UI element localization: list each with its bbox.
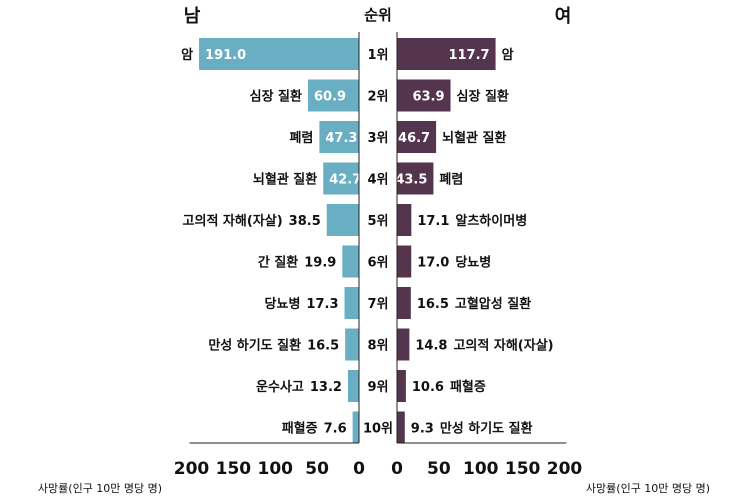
female-value-label: 16.5 xyxy=(417,297,449,312)
male-bar xyxy=(344,287,359,319)
male-bar xyxy=(326,204,359,236)
female-value-label: 14.8 xyxy=(415,339,447,354)
male-category-label: 심장 질환 xyxy=(250,89,302,105)
x-tick-right: 150 xyxy=(505,459,541,479)
female-bar xyxy=(397,38,496,70)
female-bar xyxy=(397,79,451,112)
female-bar xyxy=(397,287,411,319)
male-value-label: 60.9 xyxy=(314,90,346,105)
x-tick-left: 150 xyxy=(216,459,252,479)
male-value-label: 38.5 xyxy=(289,214,321,229)
female-value-label: 9.3 xyxy=(411,422,434,437)
male-value-label: 19.9 xyxy=(304,256,336,271)
male-value-label: 16.5 xyxy=(307,339,339,354)
male-value-label: 47.3 xyxy=(325,131,357,146)
female-bar xyxy=(397,162,434,195)
rank-header: 순위 xyxy=(364,6,392,24)
female-bar xyxy=(397,411,405,444)
female-category-label: 고의적 자해(자살) xyxy=(453,338,553,354)
female-category-label: 심장 질환 xyxy=(457,89,509,105)
male-category-label: 뇌혈관 질환 xyxy=(253,172,317,188)
female-category-label: 알츠하이머병 xyxy=(455,213,527,229)
female-value-label: 17.0 xyxy=(417,256,449,271)
rank-label: 3위 xyxy=(367,131,388,146)
rank-label: 10위 xyxy=(363,422,393,437)
male-bar xyxy=(323,162,359,195)
female-value-label: 46.7 xyxy=(398,131,430,146)
male-bar xyxy=(342,245,359,278)
female-header: 여 xyxy=(555,6,572,27)
male-bar xyxy=(199,38,359,70)
male-bar xyxy=(345,328,359,361)
x-axis-label-left: 사망률(인구 10만 명당 명) xyxy=(38,482,162,495)
female-bar xyxy=(397,370,406,402)
rank-label: 6위 xyxy=(367,256,388,271)
rank-label: 1위 xyxy=(367,48,388,63)
male-value-label: 7.6 xyxy=(324,422,347,437)
male-category-label: 운수사고 xyxy=(256,379,304,395)
male-category-label: 폐렴 xyxy=(289,131,313,146)
male-category-label: 만성 하기도 질환 xyxy=(208,338,301,354)
male-value-label: 13.2 xyxy=(310,380,342,395)
x-tick-left: 0 xyxy=(353,459,365,479)
female-value-label: 63.9 xyxy=(412,90,444,105)
female-value-label: 10.6 xyxy=(412,380,444,395)
axes-group: 200 150 100 50 0 0 50 100 150 200 xyxy=(174,32,583,479)
x-axis-label-right: 사망률(인구 10만 명당 명) xyxy=(586,482,710,495)
male-category-label: 암 xyxy=(181,47,193,63)
male-category-label: 간 질환 xyxy=(258,255,298,271)
male-bar xyxy=(319,121,359,153)
x-tick-right: 100 xyxy=(463,459,499,479)
male-bar xyxy=(307,79,359,112)
male-category-label: 패혈증 xyxy=(282,421,318,437)
female-value-label: 17.1 xyxy=(417,214,449,229)
rank-label: 2위 xyxy=(367,90,388,105)
female-category-label: 당뇨병 xyxy=(455,255,491,271)
male-value-label: 42.7 xyxy=(329,173,361,188)
x-tick-left: 100 xyxy=(258,459,294,479)
female-bar xyxy=(397,328,410,361)
female-category-label: 뇌혈관 질환 xyxy=(442,130,506,146)
x-tick-left: 200 xyxy=(174,459,210,479)
x-tick-right: 50 xyxy=(427,459,451,479)
female-bar xyxy=(397,245,412,278)
male-value-label: 191.0 xyxy=(205,48,246,63)
male-category-label: 당뇨병 xyxy=(265,296,301,312)
rank-label: 7위 xyxy=(367,297,388,312)
x-tick-left: 50 xyxy=(305,459,329,479)
female-value-label: 117.7 xyxy=(448,48,489,63)
male-category-label: 고의적 자해(자살) xyxy=(183,213,283,229)
x-tick-right: 200 xyxy=(547,459,583,479)
female-value-label: 43.5 xyxy=(395,173,427,188)
female-bar xyxy=(397,121,437,153)
female-category-label: 만성 하기도 질환 xyxy=(440,421,533,437)
female-category-label: 암 xyxy=(502,47,514,63)
female-category-label: 패혈증 xyxy=(450,379,486,395)
rank-label: 4위 xyxy=(367,173,388,188)
rank-label: 8위 xyxy=(367,339,388,354)
female-category-label: 폐렴 xyxy=(439,173,463,188)
female-bar xyxy=(397,204,412,236)
bars-group: 1위 191.0 암 117.7 암 2위 60.9 심장 질환 63.9 심장 질환 3위 47.3… xyxy=(181,38,554,444)
male-header: 남 xyxy=(184,6,201,27)
male-bar xyxy=(347,370,359,402)
rank-label: 9위 xyxy=(367,380,388,395)
x-tick-right: 0 xyxy=(391,459,403,479)
male-bar xyxy=(352,411,359,444)
female-category-label: 고혈압성 질환 xyxy=(455,296,531,312)
rank-label: 5위 xyxy=(367,214,388,229)
male-value-label: 17.3 xyxy=(306,297,338,312)
